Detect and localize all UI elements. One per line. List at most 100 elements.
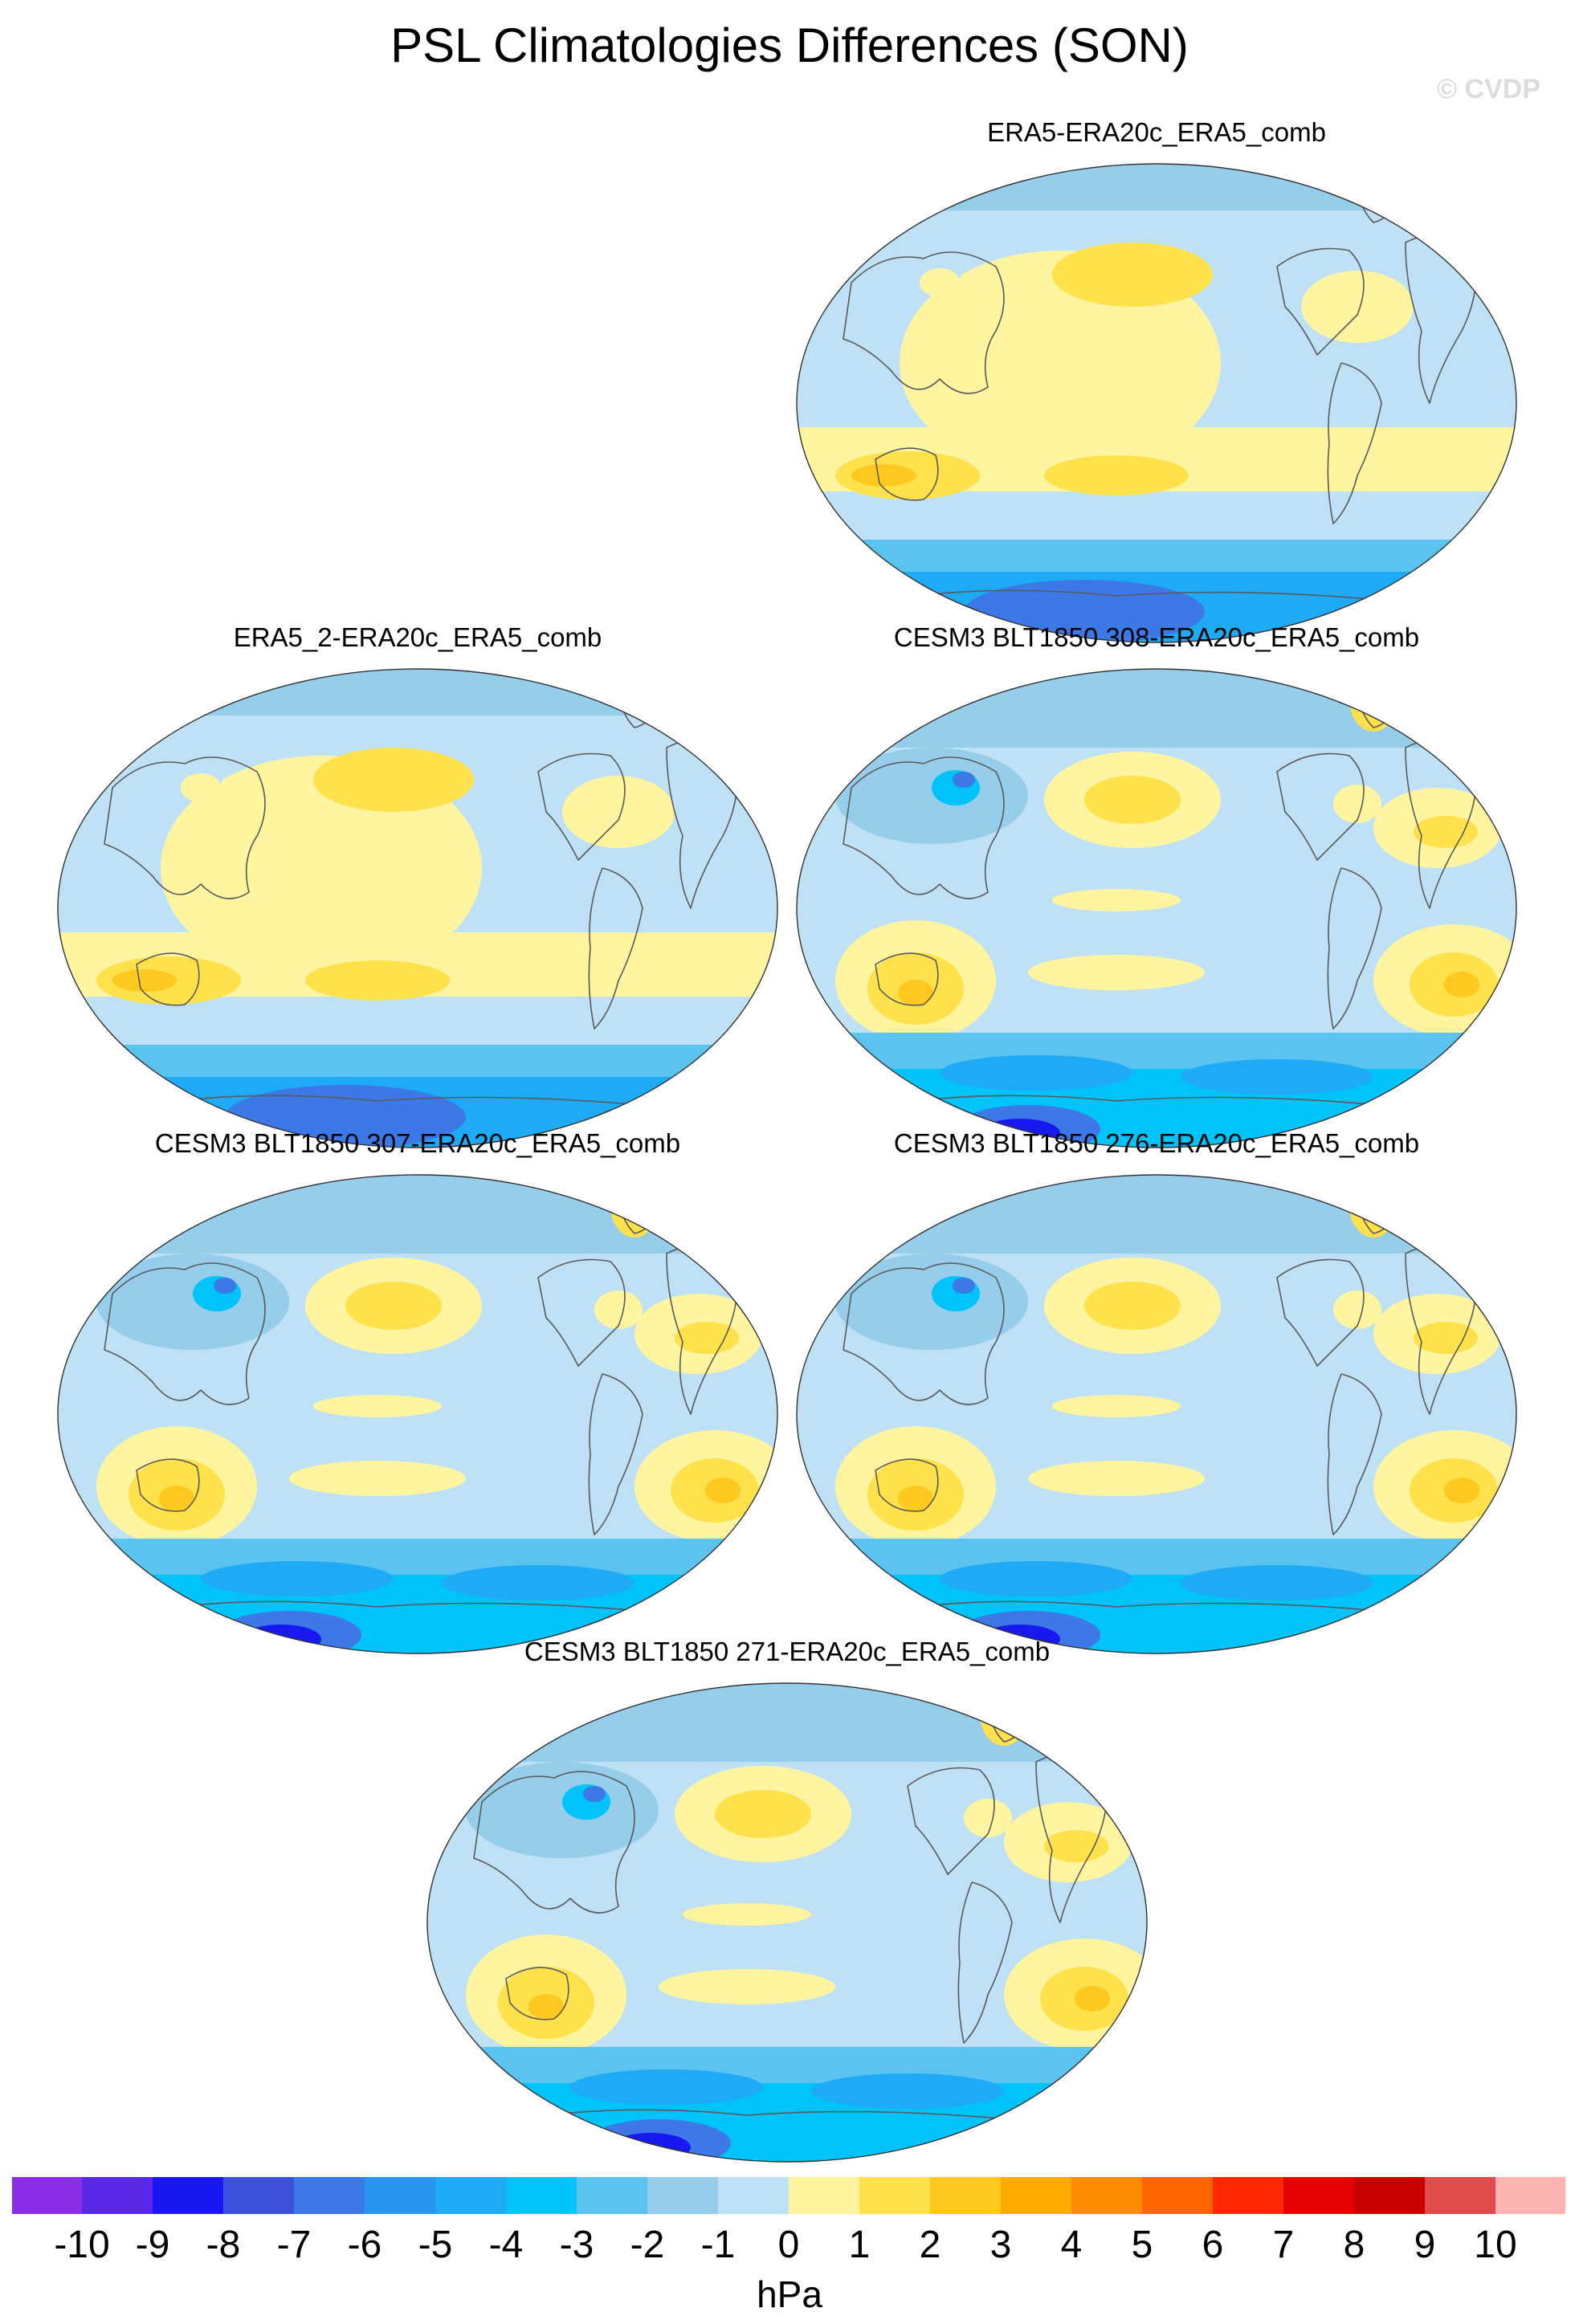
colorbar-tick-label: 8 xyxy=(1343,2224,1365,2266)
coastline xyxy=(537,1258,626,1367)
arctic-band xyxy=(797,164,1516,210)
map-outline xyxy=(796,1174,1517,1654)
greenland-core xyxy=(1362,1189,1385,1221)
southern-ocean-low xyxy=(427,2047,1147,2083)
colorbar-box xyxy=(294,2176,365,2215)
north-pacific-core xyxy=(1084,1282,1181,1330)
map-1 xyxy=(57,668,778,1148)
tibet-core xyxy=(953,772,975,788)
colorbar-tick-label: 3 xyxy=(989,2224,1012,2266)
south-pacific-strip xyxy=(659,1969,835,2004)
asia-negative xyxy=(835,1254,1028,1350)
north-atlantic-core xyxy=(675,1322,739,1354)
southern-ocean-low xyxy=(797,540,1516,572)
southern-transition xyxy=(58,1013,777,1045)
antarctic-low xyxy=(427,2083,1147,2162)
colorbar-box xyxy=(506,2176,577,2215)
map-outline xyxy=(796,163,1517,643)
map-3 xyxy=(57,1174,778,1654)
panel-title-4: CESM3 BLT1850 276-ERA20c_ERA5_comb xyxy=(893,1128,1420,1158)
indian-ocean-center xyxy=(898,980,933,1005)
south-pacific-strip xyxy=(1028,955,1205,990)
colorbar-tick-label: 7 xyxy=(1272,2224,1295,2266)
asia-negative xyxy=(466,1762,659,1858)
panel-title-3: CESM3 BLT1850 307-ERA20c_ERA5_comb xyxy=(154,1128,681,1158)
atlantic-positive-patch xyxy=(964,1799,1012,1837)
tibet-core xyxy=(953,1278,975,1294)
colorbar-tick-label: 6 xyxy=(1202,2224,1224,2266)
colorbar-box xyxy=(1425,2176,1496,2215)
figure-title: PSL Climatologies Differences (SON) xyxy=(390,18,1189,72)
south-pacific-high xyxy=(305,960,450,1001)
asia-terrain-pos xyxy=(920,268,960,297)
greenland-positive xyxy=(610,1175,659,1237)
map-outline xyxy=(57,1174,778,1654)
colorbar-box xyxy=(718,2176,790,2215)
coastline xyxy=(957,1882,1013,2044)
colorbar-tick-label: 10 xyxy=(1474,2224,1517,2266)
north-pacific-core xyxy=(715,1790,811,1838)
map-5 xyxy=(426,1682,1148,2163)
southern-ocean-core-west xyxy=(940,1055,1132,1091)
map-4 xyxy=(796,1174,1517,1654)
map-0 xyxy=(796,163,1517,643)
subarctic-band xyxy=(797,716,1516,748)
colorbar-box xyxy=(365,2176,436,2215)
colorbar-box xyxy=(1354,2176,1426,2215)
coastline xyxy=(875,952,939,1006)
colorbar-box xyxy=(859,2176,931,2215)
south-pacific-strip xyxy=(289,1461,466,1496)
pacific-positive xyxy=(161,756,482,981)
map-fill-layer xyxy=(797,669,1516,1148)
atlantic-positive xyxy=(1301,271,1414,343)
south-atlantic-center xyxy=(705,1478,741,1503)
colorbar-svg xyxy=(11,2176,1567,2215)
coastline xyxy=(588,867,643,1029)
colorbar-box xyxy=(930,2176,1002,2215)
greenland-core xyxy=(623,1189,646,1221)
greenland-positive xyxy=(980,1683,1028,1746)
arctic-band xyxy=(58,1175,777,1221)
southern-ocean-core-east xyxy=(811,2073,1004,2109)
southern-ocean-low xyxy=(58,1045,777,1077)
colorbar-tick-label: -5 xyxy=(418,2224,453,2266)
southern-transition xyxy=(797,508,1516,540)
greenland-positive xyxy=(1349,669,1397,732)
coastline xyxy=(473,1771,635,1914)
equatorial-pacific-strip xyxy=(1052,889,1181,911)
coastline xyxy=(1276,247,1365,356)
coastline xyxy=(104,1262,266,1405)
southern-ocean-core-east xyxy=(1181,1059,1373,1095)
greenland-core xyxy=(1362,683,1385,716)
north-atlantic-core xyxy=(1044,1830,1108,1862)
watermark: © CVDP xyxy=(1437,74,1540,104)
colorbar-box xyxy=(223,2176,295,2215)
panel-title-5: CESM3 BLT1850 271-ERA20c_ERA5_comb xyxy=(524,1637,1051,1666)
arctic-band xyxy=(58,669,777,716)
southern-ocean-core-east xyxy=(442,1565,634,1600)
subarctic-band xyxy=(58,1221,777,1254)
arctic-band xyxy=(797,669,1516,716)
map-outline xyxy=(796,668,1517,1148)
south-atlantic-center xyxy=(1444,1478,1479,1503)
colorbar-box xyxy=(789,2176,860,2215)
coastline xyxy=(875,1458,939,1512)
map-2 xyxy=(796,668,1517,1148)
map-fill-layer xyxy=(797,164,1516,642)
indian-ocean-center xyxy=(159,1486,194,1511)
map-fill-layer xyxy=(58,1175,777,1653)
coastline xyxy=(136,952,200,1006)
coastline xyxy=(505,1967,569,2020)
map-outline xyxy=(426,1682,1148,2163)
south-pacific-strip xyxy=(1028,1461,1205,1496)
atlantic-positive-patch xyxy=(1333,785,1381,823)
north-pacific-high xyxy=(313,748,474,812)
coastline xyxy=(104,756,266,899)
panel-title-2: CESM3 BLT1850 308-ERA20c_ERA5_comb xyxy=(893,622,1420,652)
map-fill-layer xyxy=(58,669,777,1148)
coastline xyxy=(843,756,1005,899)
colorbar-tick-label: -4 xyxy=(488,2224,524,2266)
colorbar-box xyxy=(1213,2176,1284,2215)
antarctic-deepest xyxy=(610,2133,691,2162)
coastline xyxy=(588,1373,643,1535)
